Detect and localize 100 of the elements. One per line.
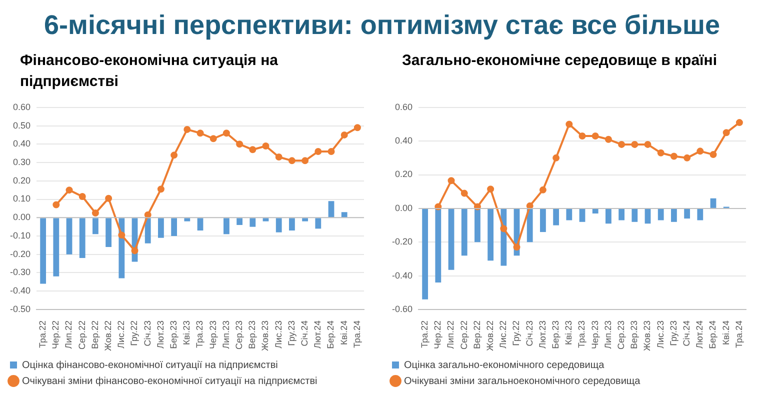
legend-label: Очікувані зміни фінансово-економічної ситуації на підприємстві <box>22 376 318 387</box>
bar <box>262 218 269 222</box>
x-tick-label: Сер.22 <box>76 320 87 350</box>
point <box>460 190 468 197</box>
x-tick-label: Лип.22 <box>446 320 456 349</box>
x-tick-label: Тра.24 <box>734 320 744 348</box>
bar <box>158 218 164 238</box>
x-tick-label: Чер.23 <box>590 320 600 350</box>
x-tick-label: Лип.23 <box>220 320 231 349</box>
point <box>657 149 664 156</box>
x-tick-label: Січ.23 <box>142 320 152 346</box>
x-tick-label: Лис.22 <box>116 320 126 348</box>
bar <box>697 208 704 220</box>
bar <box>579 208 586 222</box>
point <box>196 130 204 137</box>
x-tick-label: Кві.24 <box>338 320 349 346</box>
x-tick-label: Лют.23 <box>155 320 166 349</box>
point <box>157 186 164 193</box>
point <box>302 157 309 164</box>
bar <box>40 218 46 284</box>
bar <box>632 208 638 222</box>
bar <box>106 218 112 248</box>
point <box>513 244 520 251</box>
x-tick-label: Тра.24 <box>352 320 362 348</box>
bar <box>553 208 560 226</box>
bar <box>474 208 480 242</box>
point <box>210 135 217 142</box>
point <box>184 126 191 133</box>
bar <box>606 208 612 224</box>
legend-label: Очікувані зміни загальноекономічного середовища <box>404 376 641 387</box>
x-tick-label: Сер.23 <box>616 320 626 350</box>
point <box>144 211 152 218</box>
bar <box>328 201 334 218</box>
x-tick-label: Тра.22 <box>38 320 48 348</box>
bar <box>66 218 72 254</box>
point <box>78 193 86 200</box>
bar <box>526 208 533 242</box>
y-tick-label: -0.20 <box>392 236 413 247</box>
x-tick-label: Вер.23 <box>629 320 640 350</box>
point <box>131 247 138 254</box>
point <box>736 119 743 126</box>
point <box>684 154 691 162</box>
point <box>722 129 730 136</box>
y-tick-label: -0.60 <box>392 304 413 314</box>
x-tick-label: Жов.22 <box>103 320 114 352</box>
chart-title: Загально-економічне середовище в країні <box>401 51 718 71</box>
bar <box>341 212 348 218</box>
chart-title: Фінансово-економічна ситуація на підприємстві <box>19 51 279 92</box>
y-tick-label: -0.10 <box>10 230 31 240</box>
bar <box>302 218 308 222</box>
bar <box>236 218 243 225</box>
point <box>710 151 717 158</box>
point <box>236 140 244 148</box>
x-tick-label: Бер.24 <box>326 320 336 349</box>
x-tick-label: Чер.23 <box>208 320 218 350</box>
bar <box>461 208 468 256</box>
bar <box>435 208 442 283</box>
point <box>552 154 560 162</box>
x-tick-label: Січ.24 <box>300 320 310 346</box>
y-tick-label: -0.50 <box>10 304 31 314</box>
x-tick-label: Лют.24 <box>312 320 323 349</box>
bar <box>488 208 494 261</box>
point <box>66 186 73 194</box>
legend-label: Оцінка загально-економічного середовища <box>404 360 605 371</box>
x-tick-label: Січ.24 <box>682 320 692 346</box>
bar <box>684 208 690 219</box>
x-tick-label: Тра.22 <box>420 320 430 348</box>
bar <box>315 218 322 229</box>
y-tick-label: -0.40 <box>10 286 31 296</box>
x-tick-label: Тра.23 <box>576 320 587 348</box>
y-tick-label: 0.00 <box>394 202 413 213</box>
text: 6-місячні перспективи: оптимізму стає все більше <box>43 9 721 42</box>
y-tick-label: -0.20 <box>10 248 31 259</box>
y-tick-label: 0.40 <box>394 136 413 146</box>
x-tick-label: Жов.23 <box>260 320 270 352</box>
y-tick-label: 0.40 <box>12 138 31 149</box>
point <box>262 142 270 150</box>
point <box>354 124 361 132</box>
y-tick-label: 0.60 <box>394 102 413 112</box>
bar <box>79 218 86 258</box>
x-tick-label: Кві.24 <box>720 320 731 346</box>
point <box>539 186 546 194</box>
y-tick-label: 0.20 <box>394 169 413 180</box>
point <box>314 148 322 155</box>
bar <box>710 198 716 208</box>
x-tick-label: Гру.22 <box>129 320 140 346</box>
x-tick-label: Лют.24 <box>694 320 705 349</box>
x-tick-label: Вер.22 <box>90 320 100 350</box>
x-tick-label: Гру.23 <box>286 320 296 346</box>
point <box>105 194 112 202</box>
legend-label: Оцінка фінансово-економічної ситуації на підприємстві <box>22 360 278 371</box>
point <box>275 154 282 161</box>
bar <box>671 208 677 222</box>
point <box>52 201 60 208</box>
bar <box>53 218 60 276</box>
point <box>328 148 335 155</box>
x-tick-label: Лют.23 <box>537 320 548 349</box>
y-tick-label: 0.30 <box>12 157 31 167</box>
x-tick-label: Лип.23 <box>602 320 613 349</box>
point <box>92 210 99 217</box>
